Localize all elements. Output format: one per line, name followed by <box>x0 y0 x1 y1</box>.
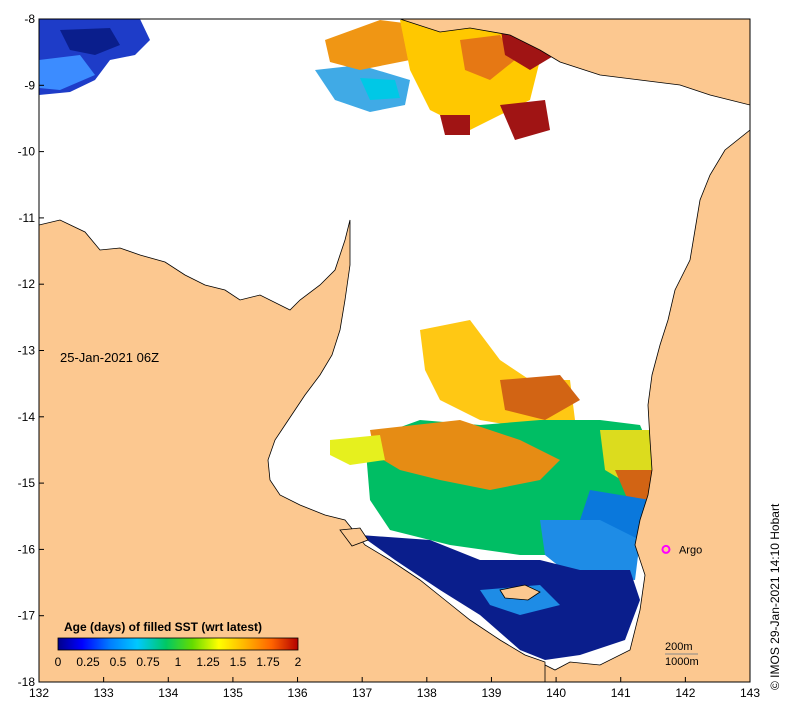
y-tick-label: -9 <box>24 78 35 92</box>
contour-label-1000m: 1000m <box>665 656 699 668</box>
colorbar-tick-label: 0.5 <box>110 655 127 669</box>
colorbar-tick-label: 1.25 <box>196 655 220 669</box>
argo-marker-symbol <box>661 544 671 554</box>
new-guinea-land <box>399 19 750 106</box>
x-tick-label: 143 <box>740 686 760 700</box>
y-tick-label: -18 <box>18 675 36 689</box>
y-tick-label: -11 <box>19 211 36 225</box>
contour-label-200m: 200m <box>665 641 693 653</box>
colorbar-tick-label: 1.5 <box>230 655 247 669</box>
sst-data-layer <box>39 19 660 660</box>
colorbar-ticks: 0 0.25 0.5 0.75 1 1.25 1.5 1.75 2 <box>55 655 302 669</box>
y-tick-label: -8 <box>24 12 35 26</box>
x-axis: 132 133 134 135 136 137 138 139 140 141 142 143 <box>29 677 760 700</box>
colorbar-tick-label: 2 <box>295 655 302 669</box>
date-label: 25-Jan-2021 06Z <box>60 350 159 365</box>
x-tick-label: 138 <box>417 686 437 700</box>
x-tick-label: 133 <box>94 686 114 700</box>
cape-york-land <box>539 129 750 682</box>
colorbar-tick-label: 1.75 <box>256 655 280 669</box>
y-tick-label: -13 <box>18 344 36 358</box>
northern-territory-land <box>39 219 546 682</box>
x-tick-label: 139 <box>481 686 501 700</box>
argo-label: Argo <box>679 544 702 556</box>
groote-eylandt-land <box>339 527 369 547</box>
credit-text: © IMOS 29-Jan-2021 14:10 Hobart <box>768 503 782 690</box>
x-tick-label: 135 <box>223 686 243 700</box>
colorbar-title: Age (days) of filled SST (wrt latest) <box>64 620 262 634</box>
x-tick-label: 141 <box>611 686 631 700</box>
colorbar-gradient <box>57 637 299 651</box>
x-tick-label: 134 <box>158 686 178 700</box>
argo-marker: Argo <box>661 544 702 556</box>
land-layer <box>39 19 750 682</box>
colorbar-tick-label: 0.25 <box>76 655 100 669</box>
y-tick-label: -10 <box>18 145 36 159</box>
x-tick-label: 140 <box>546 686 566 700</box>
y-axis: -8 -9 -10 -11 -12 -13 -14 -15 -16 -17 -18 <box>18 12 44 689</box>
x-tick-label: 142 <box>675 686 695 700</box>
y-tick-label: -16 <box>18 542 36 556</box>
y-tick-label: -17 <box>18 609 36 623</box>
y-tick-label: -15 <box>18 476 36 490</box>
x-tick-label: 137 <box>352 686 372 700</box>
mornington-island-land <box>499 584 541 601</box>
y-tick-label: -12 <box>18 277 36 291</box>
colorbar-tick-label: 0 <box>55 655 62 669</box>
colorbar-tick-label: 1 <box>175 655 182 669</box>
y-tick-label: -14 <box>18 410 36 424</box>
x-tick-label: 136 <box>288 686 308 700</box>
colorbar-tick-label: 0.75 <box>136 655 160 669</box>
x-tick-label: 132 <box>29 686 49 700</box>
